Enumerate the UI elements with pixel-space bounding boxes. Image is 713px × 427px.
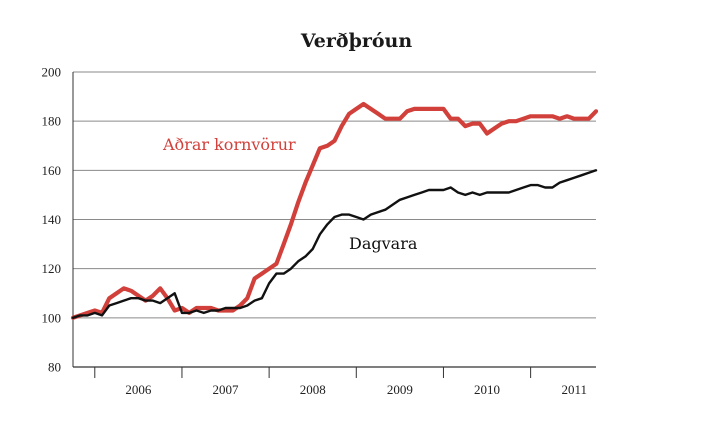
series-lines bbox=[70, 101, 599, 320]
series-line-1 bbox=[71, 169, 598, 319]
y-axis-ticks: 80 100 120 140 160 180 200 bbox=[42, 65, 62, 375]
y-tick-label: 180 bbox=[42, 114, 62, 129]
x-axis: 2006 2007 2008 2009 2010 2011 bbox=[72, 72, 596, 397]
series-label-adrar-kornvorur: Aðrar kornvörur bbox=[162, 135, 296, 154]
x-tick-label: 2009 bbox=[387, 382, 413, 397]
y-tick-label: 120 bbox=[42, 261, 62, 276]
y-tick-label: 200 bbox=[42, 65, 62, 80]
x-tick-label: 2006 bbox=[125, 382, 152, 397]
series-line-0 bbox=[70, 101, 599, 320]
series-label-dagvara: Dagvara bbox=[349, 234, 418, 253]
x-tick-label: 2008 bbox=[300, 382, 326, 397]
y-tick-label: 160 bbox=[42, 163, 62, 178]
y-tick-label: 140 bbox=[42, 212, 62, 227]
y-tick-label: 80 bbox=[48, 360, 61, 375]
chart-title: Verðþróun bbox=[300, 30, 413, 52]
x-tick-label: 2007 bbox=[213, 382, 240, 397]
x-tick-label: 2011 bbox=[561, 382, 587, 397]
gridlines bbox=[73, 71, 596, 368]
y-tick-label: 100 bbox=[42, 310, 62, 325]
x-tick-label: 2010 bbox=[474, 382, 500, 397]
